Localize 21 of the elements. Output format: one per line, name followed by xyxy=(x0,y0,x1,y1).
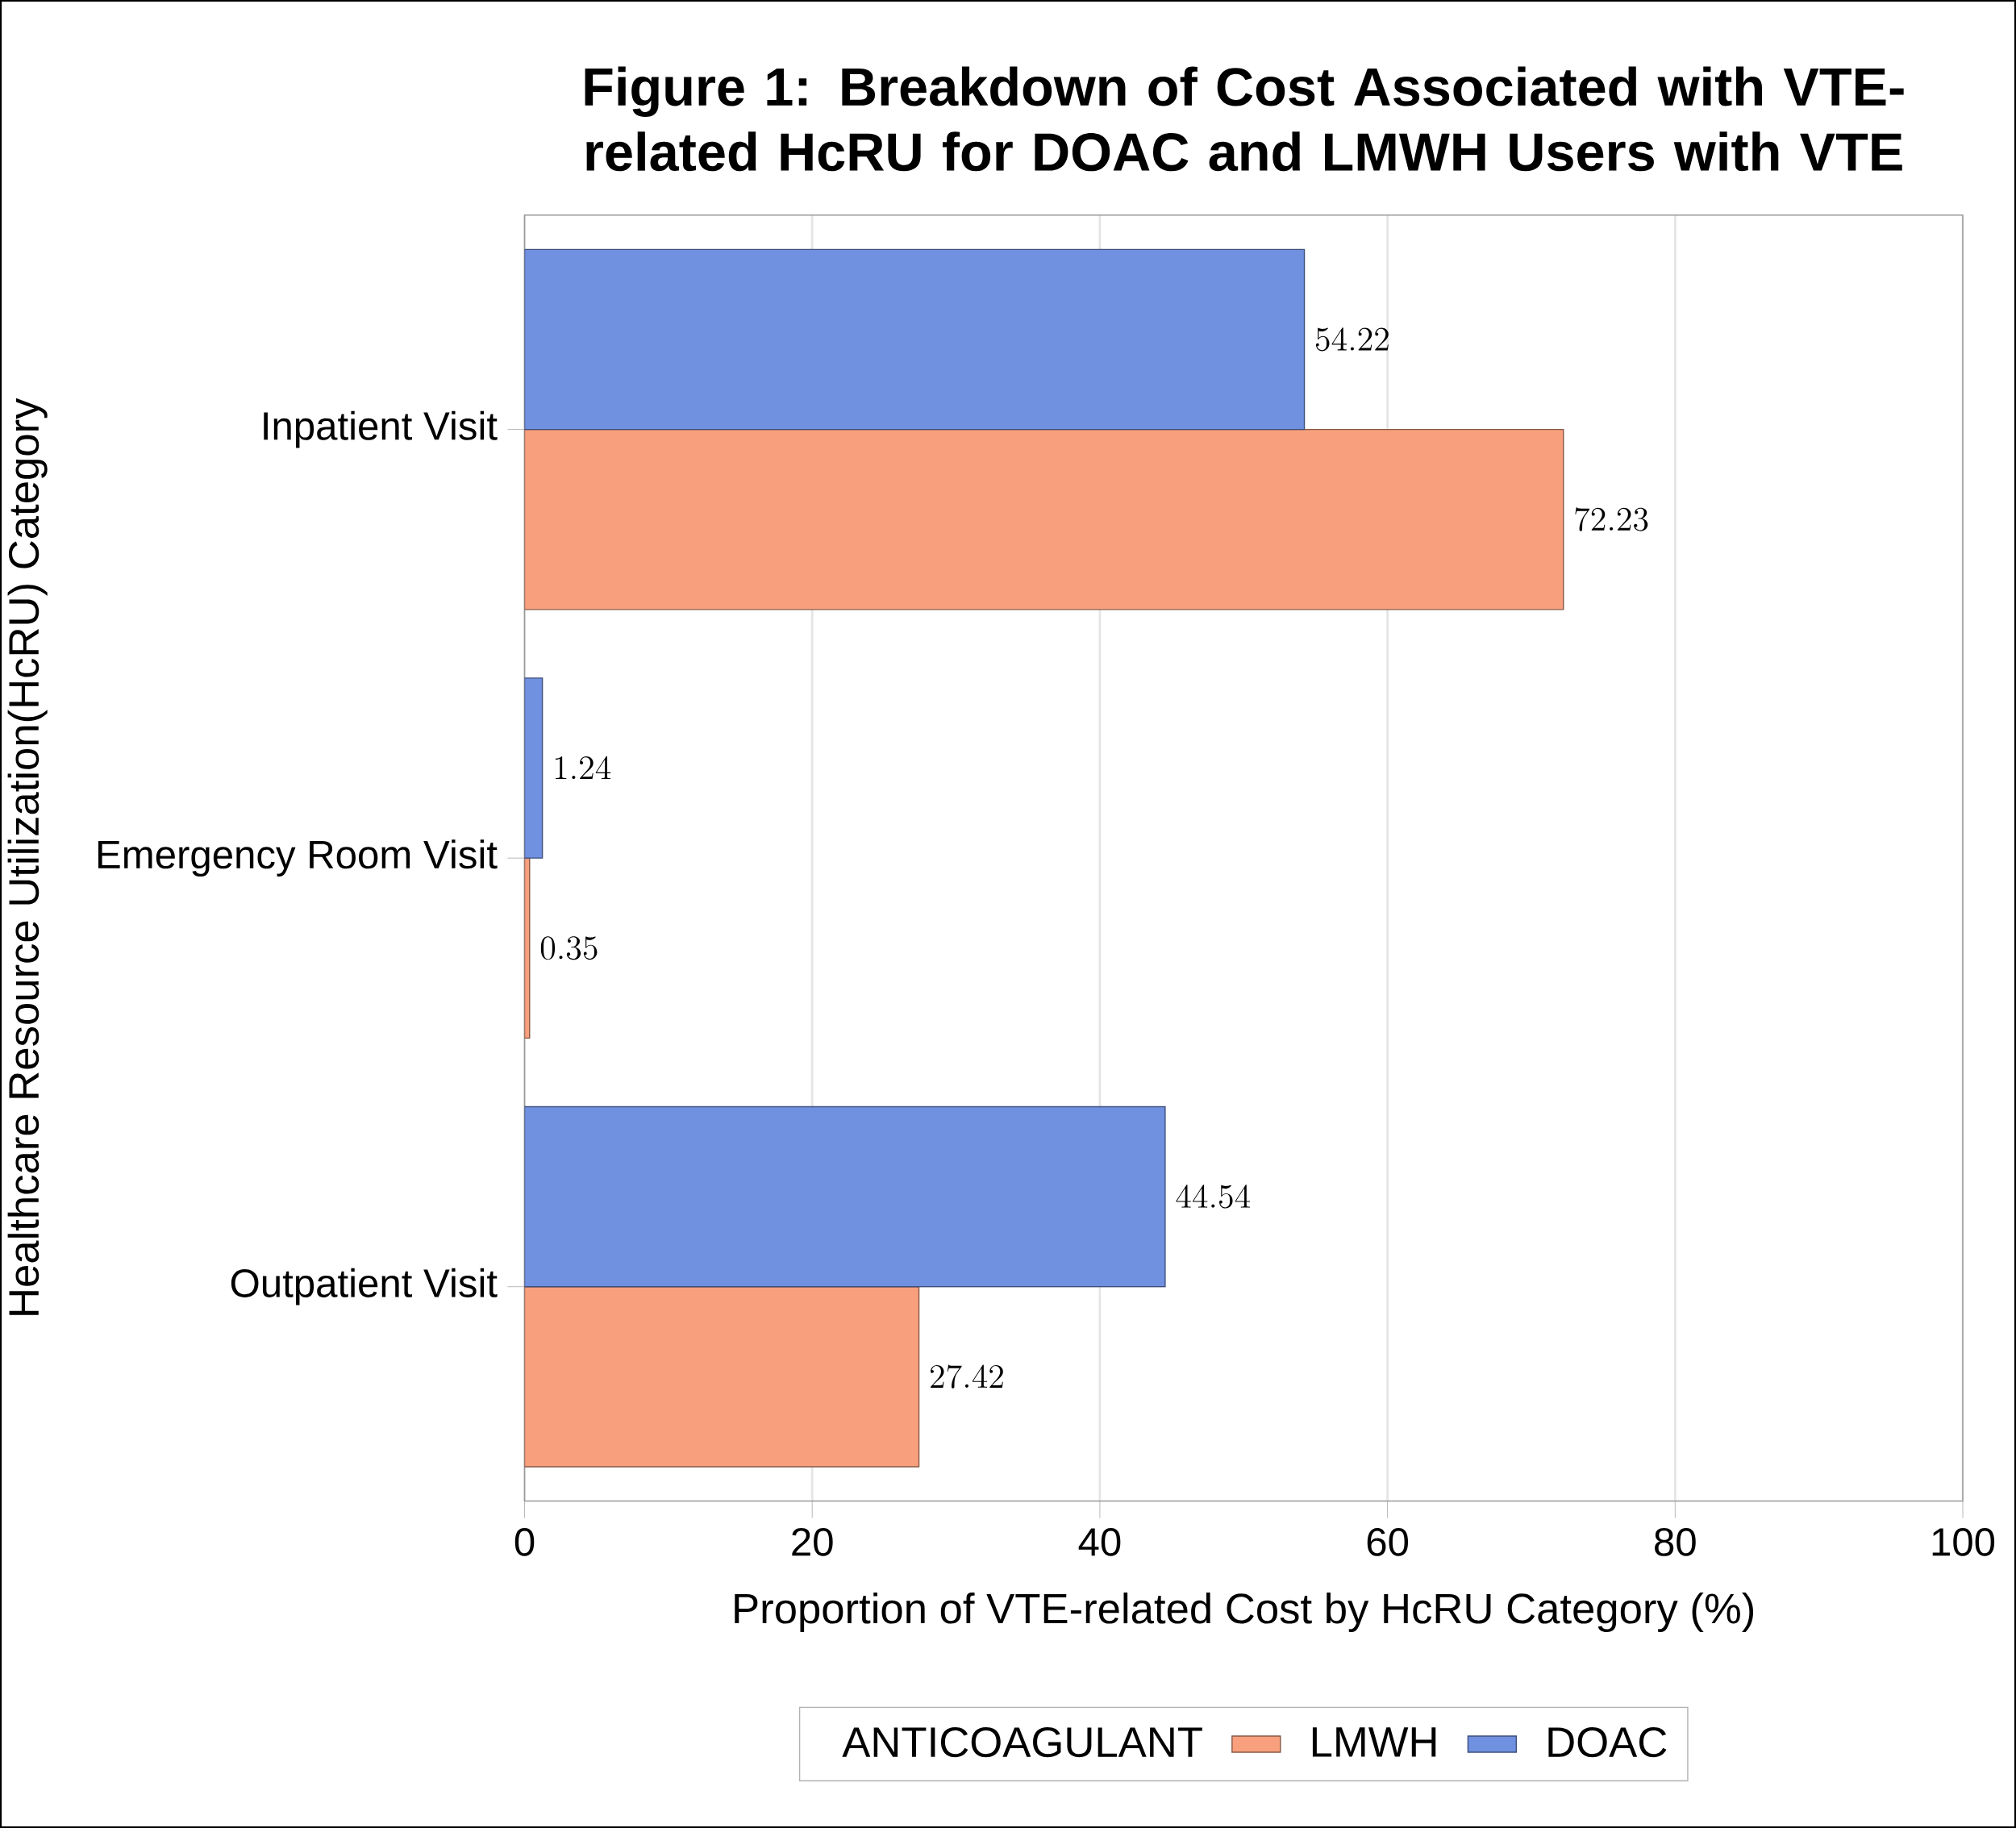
data-label: 44.54 xyxy=(1176,1185,1251,1209)
legend-title: ANTICOAGULANT xyxy=(842,1726,1202,1758)
y-tick-label: Inpatient Visit xyxy=(264,410,498,448)
legend-label: LMWH xyxy=(1312,1727,1436,1757)
y-tick-label: Outpatient Visit xyxy=(231,1268,498,1305)
data-label: 54.22 xyxy=(1315,327,1389,352)
legend-label: DOAC xyxy=(1548,1726,1667,1758)
x-tick-label: 100 xyxy=(1932,1527,1995,1556)
y-axis-title: Healthcare Resource Utilization(HcRU) Category xyxy=(7,398,48,1315)
chart-title: Figure 1: Breakdown of Cost Associated with VTE-related HcRU for DOAC and LMWH Users with VTE xyxy=(585,66,1904,172)
data-label: 0.35 xyxy=(540,936,598,960)
x-tick-label: 0 xyxy=(514,1527,535,1556)
data-label: 27.42 xyxy=(930,1364,1003,1389)
x-tick-label: 80 xyxy=(1655,1527,1696,1556)
x-axis-title: Proportion of VTE-related Cost by HcRU Category (%) xyxy=(735,1592,1754,1632)
y-tick-label: Emergency Room Visit xyxy=(98,839,498,877)
x-tick-label: 60 xyxy=(1367,1527,1409,1556)
data-label: 1 .24 xyxy=(555,756,611,780)
x-tick-label: 20 xyxy=(792,1527,833,1556)
data-label: 72.23 xyxy=(1575,507,1648,531)
x-tick-label: 40 xyxy=(1078,1527,1121,1556)
